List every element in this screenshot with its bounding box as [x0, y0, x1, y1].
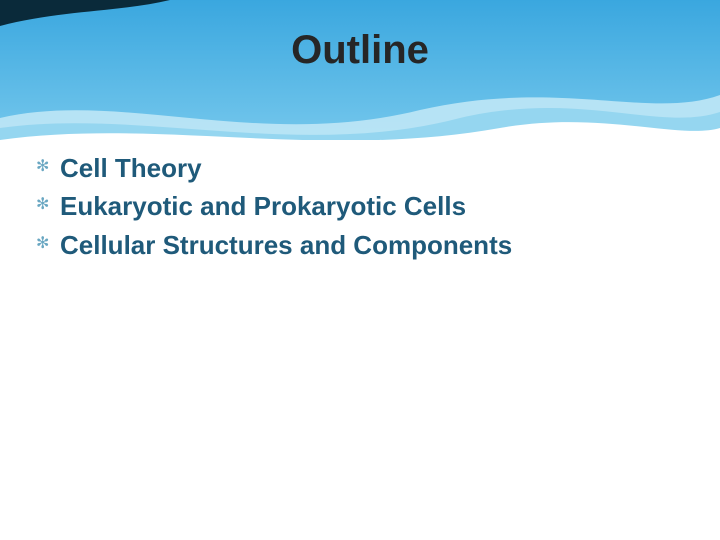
slide-title: Outline [0, 28, 720, 73]
corner-accent-graphic [0, 0, 170, 30]
slide-header: Outline [0, 0, 720, 140]
bullet-list: Cell Theory Eukaryotic and Prokaryotic C… [36, 150, 684, 265]
list-item: Cellular Structures and Components [36, 227, 684, 263]
list-item: Cell Theory [36, 150, 684, 186]
slide: Outline Cell Theory Eukaryotic and Proka… [0, 0, 720, 540]
list-item: Eukaryotic and Prokaryotic Cells [36, 188, 684, 224]
